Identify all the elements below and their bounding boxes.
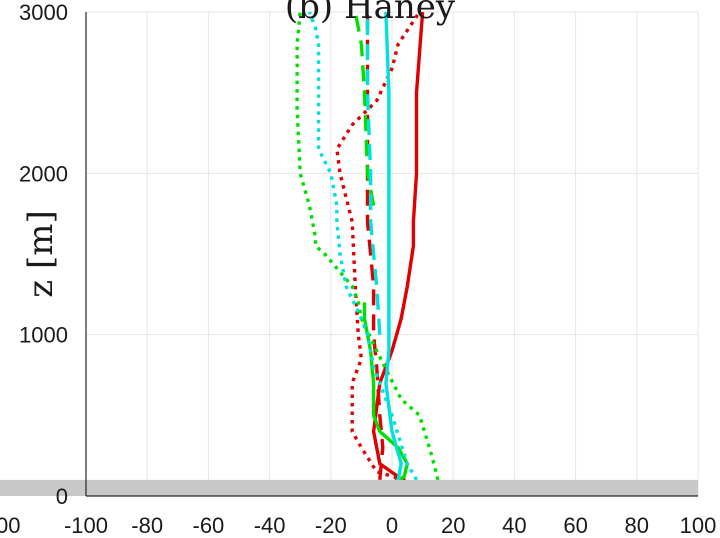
- x-tick-label: -80: [131, 513, 163, 538]
- left-edge-tick-label: 00: [0, 513, 20, 538]
- series-line-cyan-solid: [384, 11, 403, 491]
- x-tick-label: -40: [254, 513, 286, 538]
- series-line-green-solid: [362, 302, 409, 488]
- x-tick-label: 0: [386, 513, 398, 538]
- chart-title: (b) Haney: [285, 0, 456, 27]
- x-tick-label: 80: [625, 513, 649, 538]
- x-tick-label: -60: [193, 513, 225, 538]
- y-tick-labels: 0 1000 2000 3000: [19, 0, 68, 509]
- y-tick-label: 0: [56, 484, 68, 509]
- y-tick-label: 2000: [19, 161, 68, 186]
- series-line-cyan-dotted: [307, 11, 418, 481]
- series-line-cyan-dashed: [365, 12, 382, 335]
- x-tick-label: 60: [563, 513, 587, 538]
- x-tick-label: -100: [64, 513, 108, 538]
- y-tick-label: 1000: [19, 323, 68, 348]
- x-tick-label: 40: [502, 513, 526, 538]
- y-tick-label: 3000: [19, 0, 68, 25]
- series-group: [295, 11, 440, 491]
- series-line-green-dotted: [295, 11, 440, 481]
- terrain-band: [0, 479, 698, 496]
- series-line-red-solid: [371, 11, 425, 491]
- series-line-green-dashed: [353, 11, 376, 206]
- x-tick-labels: -100 -80 -60 -40 -20 0 20 40 60 80 100: [64, 513, 716, 538]
- x-tick-label: 100: [680, 513, 717, 538]
- y-axis-label: z [m]: [21, 210, 61, 298]
- x-tick-label: -20: [315, 513, 347, 538]
- x-tick-label: 20: [441, 513, 465, 538]
- series-line-red-dotted: [335, 11, 421, 490]
